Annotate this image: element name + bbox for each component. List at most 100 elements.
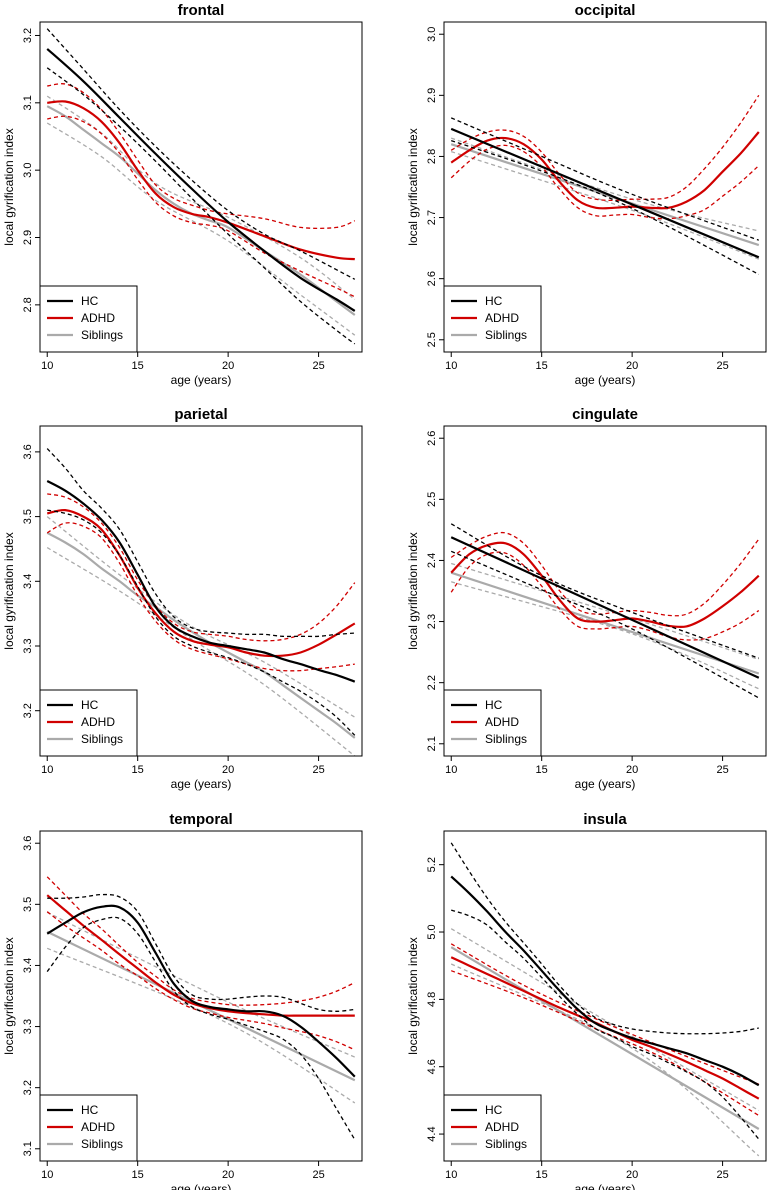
x-tick-label: 10 xyxy=(41,360,53,372)
legend-label-adhd: ADHD xyxy=(485,1120,519,1134)
y-tick-label: 3.2 xyxy=(22,28,34,43)
series-siblings-ci-line xyxy=(46,516,356,718)
series-siblings-ci-line xyxy=(46,911,356,1058)
panel-insula: insula 10 15 20 25 age (years) 4.4 4.6 4.8 5.0 5.2… xyxy=(406,811,767,1190)
series-hc-fit-line xyxy=(46,904,356,1078)
y-tick-label: 3.1 xyxy=(22,95,34,110)
series-siblings-ci-line xyxy=(451,150,760,260)
series-siblings-fit-line xyxy=(450,143,760,247)
y-tick-label: 2.4 xyxy=(426,553,438,568)
series-group xyxy=(450,523,760,699)
panel-frontal: frontal 10 15 20 25 age (years) 2.8 2.9 3.0 3.1 3.… xyxy=(2,2,363,387)
series-hc-ci-line xyxy=(450,523,760,659)
y-tick-label: 5.2 xyxy=(426,857,438,872)
series-siblings-ci-line xyxy=(46,122,356,336)
y-tick-label: 3.6 xyxy=(22,836,34,851)
x-tick-label: 20 xyxy=(222,764,234,776)
series-adhd-ci-line xyxy=(46,911,356,1051)
y-tick-label: 2.5 xyxy=(426,332,438,347)
series-adhd-ci-line xyxy=(450,970,760,1117)
panel-title: occipital xyxy=(575,2,636,19)
x-tick-label: 25 xyxy=(312,1169,324,1181)
series-siblings-fit-line xyxy=(450,571,760,675)
y-tick-label: 5.0 xyxy=(426,924,438,939)
x-tick-label: 15 xyxy=(132,1169,144,1181)
legend: HC ADHD Siblings xyxy=(443,285,542,353)
legend-label-hc: HC xyxy=(81,1103,99,1117)
series-siblings-ci-line xyxy=(46,95,356,301)
plot-frame xyxy=(39,425,363,757)
y-tick-label: 2.9 xyxy=(22,230,34,245)
series-adhd-ci-line xyxy=(47,115,356,298)
series-adhd-ci-line xyxy=(450,531,760,617)
plot-frame xyxy=(443,830,767,1162)
series-hc-ci-line xyxy=(47,509,356,736)
legend-label-adhd: ADHD xyxy=(485,715,519,729)
series-adhd-ci-line xyxy=(450,144,760,220)
series-adhd-ci-line xyxy=(46,522,355,672)
panel-temporal: temporal 10 15 20 25 age (years) 3.1 3.2 3.3 3.4 3… xyxy=(2,811,363,1190)
plot-frame xyxy=(39,21,363,353)
x-tick-label: 20 xyxy=(222,1169,234,1181)
y-axis-label: local gyrification index xyxy=(2,532,16,649)
y-tick-label: 2.5 xyxy=(426,492,438,507)
series-hc-fit-line xyxy=(46,48,356,312)
series-hc-ci-line xyxy=(450,139,760,275)
panel-cingulate: cingulate 10 15 20 25 age (years) 2.1 2.2 2.3 2.4… xyxy=(406,406,767,791)
legend-label-hc: HC xyxy=(81,294,99,308)
series-adhd-fit-line xyxy=(46,508,356,658)
series-adhd-fit-line xyxy=(450,541,760,629)
series-group xyxy=(450,842,760,1157)
x-tick-label: 20 xyxy=(626,1169,638,1181)
series-group xyxy=(46,876,356,1140)
y-tick-label: 3.1 xyxy=(22,1141,34,1156)
x-tick-label: 10 xyxy=(445,764,457,776)
y-axis-label: local gyrification index xyxy=(2,937,16,1054)
y-tick-label: 4.6 xyxy=(426,1059,438,1074)
y-tick-label: 2.8 xyxy=(22,297,34,312)
series-adhd-ci-line xyxy=(450,943,760,1085)
x-tick-label: 15 xyxy=(536,1169,548,1181)
plot-frame xyxy=(443,425,767,757)
panel-occipital: occipital 10 15 20 25 age (years) 2.5 2.6 2.7 2.8… xyxy=(406,2,767,387)
legend: HC ADHD Siblings xyxy=(39,689,138,757)
series-hc-fit-line xyxy=(450,127,760,259)
legend-label-siblings: Siblings xyxy=(485,732,527,746)
y-tick-label: 4.4 xyxy=(426,1126,438,1141)
x-axis-label: age (years) xyxy=(575,1182,636,1190)
legend-label-siblings: Siblings xyxy=(81,328,123,342)
x-axis-label: age (years) xyxy=(575,777,636,791)
x-tick-label: 15 xyxy=(132,360,144,372)
series-hc-ci-line xyxy=(46,448,355,638)
series-adhd-fit-line xyxy=(46,894,355,1017)
series-group xyxy=(46,448,356,756)
y-axis-label: local gyrification index xyxy=(406,128,420,245)
series-siblings-ci-line xyxy=(450,928,760,1112)
y-tick-label: 2.9 xyxy=(426,88,438,103)
x-tick-label: 15 xyxy=(536,764,548,776)
series-adhd-fit-line xyxy=(450,131,760,210)
series-hc-ci-line xyxy=(450,550,760,699)
panel-title: insula xyxy=(583,811,627,828)
plot-frame xyxy=(443,21,767,353)
x-tick-label: 20 xyxy=(626,764,638,776)
y-tick-label: 2.6 xyxy=(426,271,438,286)
legend-label-adhd: ADHD xyxy=(485,311,519,325)
legend: HC ADHD Siblings xyxy=(443,689,542,757)
y-tick-label: 3.0 xyxy=(22,163,34,178)
series-siblings-ci-line xyxy=(451,562,759,661)
y-tick-label: 3.4 xyxy=(22,574,34,589)
series-siblings-ci-line xyxy=(46,947,356,1104)
series-hc-fit-line xyxy=(46,480,356,683)
x-tick-label: 25 xyxy=(716,360,728,372)
y-tick-label: 2.7 xyxy=(426,210,438,225)
x-tick-label: 25 xyxy=(716,1169,728,1181)
series-hc-ci-line xyxy=(451,909,760,1140)
series-adhd-ci-line xyxy=(47,83,356,230)
y-tick-label: 4.8 xyxy=(426,992,438,1007)
x-axis-label: age (years) xyxy=(171,777,232,791)
series-siblings-ci-line xyxy=(46,547,356,756)
x-tick-label: 25 xyxy=(312,764,324,776)
x-tick-label: 10 xyxy=(445,360,457,372)
series-siblings-fit-line xyxy=(46,105,356,316)
